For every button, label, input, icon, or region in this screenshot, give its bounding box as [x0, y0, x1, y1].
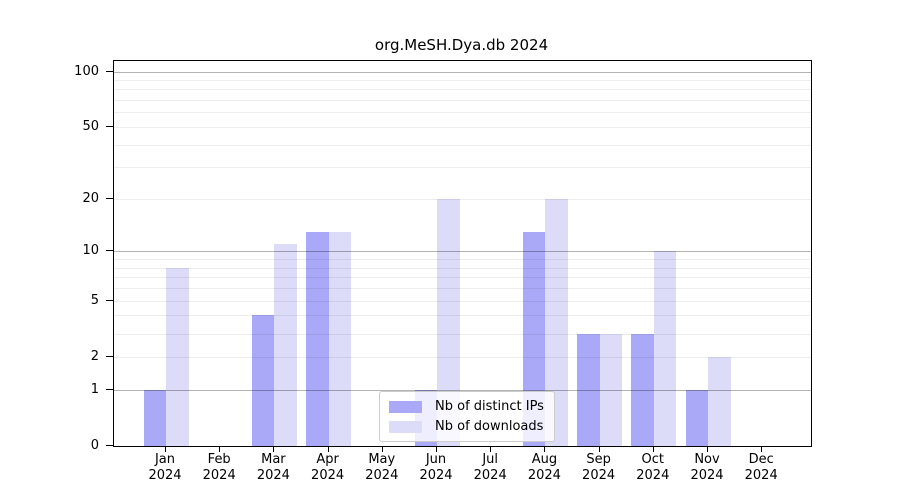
- legend-row-distinct-ips: Nb of distinct IPs: [389, 399, 544, 414]
- y-tick-mark-5: [106, 299, 113, 301]
- bar-distinct-ips-nov: [685, 389, 708, 446]
- y-tick-mark-20: [106, 198, 113, 199]
- x-tick-mark-sep: [598, 446, 600, 452]
- x-tick-label-jun: Jun 2024: [406, 452, 466, 484]
- legend-swatch-downloads: [389, 420, 422, 433]
- x-tick-month: Sep: [586, 452, 611, 467]
- x-tick-year: 2024: [690, 468, 724, 483]
- plot-area: Nb of distinct IPs Nb of downloads: [113, 60, 812, 447]
- y-tick-mark-10: [106, 250, 113, 252]
- x-tick-label-feb: Feb 2024: [189, 452, 249, 484]
- x-tick-year: 2024: [202, 468, 236, 483]
- y-tick-mark-1: [106, 388, 113, 390]
- x-tick-year: 2024: [311, 468, 345, 483]
- bar-distinct-ips-sep: [577, 333, 600, 446]
- x-tick-mark-apr: [327, 446, 329, 452]
- x-tick-mark-jun: [436, 446, 437, 452]
- chart-title: org.MeSH.Dya.db 2024: [374, 36, 549, 54]
- bar-downloads-jun: [437, 199, 460, 446]
- x-tick-month: May: [368, 452, 396, 467]
- bar-downloads-nov: [708, 356, 731, 446]
- x-tick-month: Jun: [425, 452, 447, 467]
- x-tick-label-dec: Dec 2024: [731, 452, 791, 484]
- x-tick-month: Jan: [154, 452, 176, 467]
- x-tick-month: Apr: [316, 452, 339, 467]
- x-tick-year: 2024: [256, 468, 290, 483]
- legend-swatch-distinct-ips: [389, 400, 422, 413]
- x-tick-label-may: May 2024: [352, 452, 412, 484]
- bar-downloads-oct: [653, 251, 677, 446]
- y-tick-label-0: 0: [90, 438, 99, 453]
- x-tick-mark-feb: [219, 446, 221, 452]
- y-tick-label-2: 2: [90, 348, 99, 364]
- bar-distinct-ips-apr: [306, 231, 329, 446]
- x-tick-year: 2024: [148, 468, 182, 483]
- bar-downloads-sep: [599, 333, 623, 446]
- y-tick-mark-100: [106, 70, 113, 72]
- x-tick-mark-may: [381, 446, 383, 452]
- x-tick-label-apr: Apr 2024: [298, 452, 358, 484]
- y-tick-label-100: 100: [74, 63, 99, 79]
- x-tick-mark-jan: [165, 446, 166, 452]
- bar-distinct-ips-mar: [251, 315, 275, 446]
- x-tick-label-nov: Nov 2024: [677, 452, 737, 484]
- bars-layer: [114, 61, 811, 446]
- y-tick-label-1: 1: [90, 381, 99, 397]
- x-tick-label-aug: Aug 2024: [514, 452, 574, 484]
- x-tick-month: Jul: [482, 452, 499, 467]
- x-tick-mark-aug: [544, 446, 546, 452]
- legend-row-downloads: Nb of downloads: [389, 419, 544, 434]
- x-tick-mark-dec: [761, 446, 763, 452]
- x-tick-month: Feb: [207, 452, 231, 467]
- bar-downloads-aug: [545, 199, 568, 446]
- x-tick-mark-nov: [707, 446, 708, 452]
- y-tick-label-5: 5: [90, 292, 99, 308]
- x-tick-mark-mar: [273, 446, 275, 452]
- y-tick-mark-0: [106, 445, 113, 446]
- x-tick-month: Aug: [531, 452, 558, 467]
- x-tick-mark-oct: [652, 446, 654, 452]
- y-tick-label-50: 50: [82, 119, 99, 134]
- x-tick-label-sep: Sep 2024: [569, 452, 629, 484]
- legend-label-downloads: Nb of downloads: [435, 419, 544, 434]
- x-tick-year: 2024: [744, 468, 778, 483]
- x-tick-year: 2024: [419, 468, 453, 483]
- y-tick-label-20: 20: [82, 191, 99, 206]
- x-tick-mark-jul: [490, 446, 492, 452]
- x-tick-year: 2024: [365, 468, 399, 483]
- x-tick-year: 2024: [582, 468, 616, 483]
- legend-label-distinct-ips: Nb of distinct IPs: [435, 399, 544, 414]
- x-tick-label-jan: Jan 2024: [135, 452, 195, 484]
- bar-distinct-ips-jan: [143, 389, 166, 446]
- y-tick-mark-50: [106, 126, 113, 127]
- x-tick-month: Dec: [748, 452, 774, 467]
- x-tick-year: 2024: [473, 468, 507, 483]
- x-tick-label-mar: Mar 2024: [243, 452, 303, 484]
- bar-downloads-apr: [328, 231, 352, 446]
- x-tick-month: Oct: [641, 452, 665, 467]
- bar-distinct-ips-oct: [631, 333, 654, 446]
- bar-downloads-mar: [274, 244, 297, 446]
- x-tick-month: Mar: [261, 452, 286, 467]
- y-tick-label-10: 10: [82, 243, 99, 259]
- x-tick-year: 2024: [527, 468, 561, 483]
- legend: Nb of distinct IPs Nb of downloads: [379, 391, 555, 442]
- x-tick-label-oct: Oct 2024: [623, 452, 683, 484]
- x-tick-year: 2024: [636, 468, 670, 483]
- x-tick-label-jul: Jul 2024: [460, 452, 520, 484]
- y-tick-mark-2: [106, 355, 113, 357]
- bar-downloads-jan: [166, 267, 189, 446]
- x-tick-month: Nov: [694, 452, 720, 467]
